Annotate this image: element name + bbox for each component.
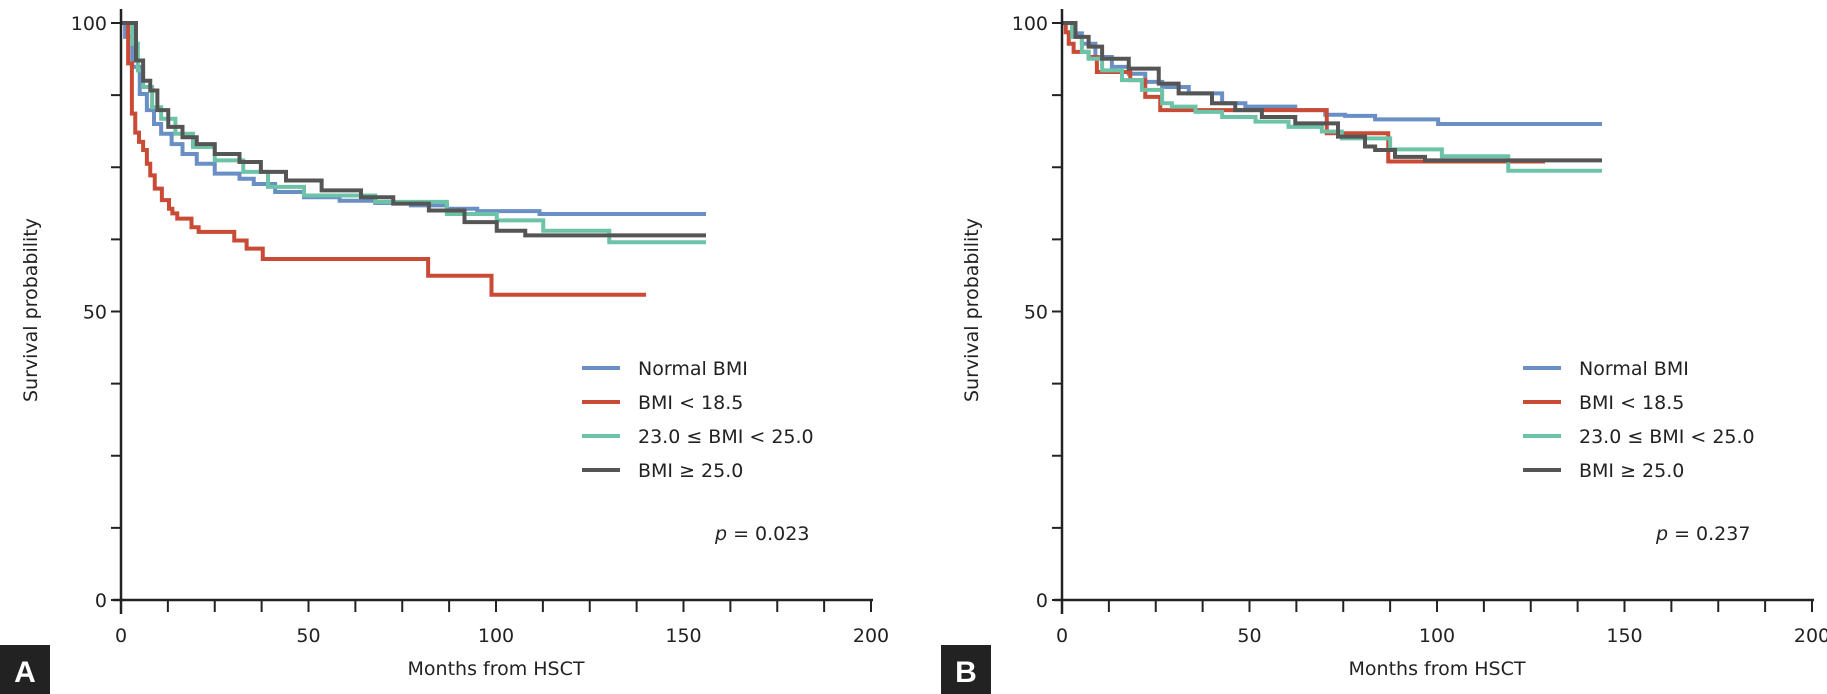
series-line-2: [121, 21, 646, 297]
series-line-2: [1062, 21, 1545, 164]
p-symbol: p: [1655, 523, 1668, 545]
legend-label: Normal BMI: [1579, 358, 1689, 380]
panel-label-box: [941, 645, 991, 694]
legend-label: BMI < 18.5: [638, 392, 743, 414]
series-line-3: [1062, 21, 1602, 173]
p-value-annotation: p = 0.023: [714, 523, 809, 545]
y-tick-label: 0: [95, 590, 107, 612]
x-tick-label: 50: [1237, 625, 1261, 647]
panel-label: B: [955, 656, 977, 689]
x-tick-label: 50: [296, 625, 320, 647]
legend-label: BMI ≥ 25.0: [638, 460, 743, 482]
series-line-4: [1062, 21, 1602, 163]
panel-b: 0 50 100 0 50 100 150 200 Months from HSCT Surviv…: [941, 9, 1827, 694]
x-axis-title: Months from HSCT: [408, 658, 585, 680]
legend-label: 23.0 ≤ BMI < 25.0: [638, 426, 814, 448]
y-tick-label: 100: [1012, 13, 1048, 35]
series-line-1: [1062, 21, 1602, 126]
panel-label: A: [14, 656, 36, 689]
panel-label-box: [0, 645, 50, 694]
panel-a: 0 50 100 0 50 100 150 200 Months from HSCT Surviv…: [0, 9, 889, 694]
legend-label: Normal BMI: [638, 358, 748, 380]
series-line-4: [121, 21, 706, 238]
x-tick-label: 0: [1056, 625, 1068, 647]
x-tick-label: 150: [1606, 625, 1642, 647]
series-line-1: [121, 21, 706, 216]
y-axis-title: Survival probability: [961, 218, 983, 402]
y-tick-label: 100: [71, 13, 107, 35]
x-tick-label: 200: [1794, 625, 1827, 647]
legend-label: BMI ≥ 25.0: [1579, 460, 1684, 482]
p-value: = 0.237: [1674, 523, 1750, 545]
y-tick-label: 50: [83, 302, 107, 324]
y-tick-label: 0: [1036, 590, 1048, 612]
p-value-annotation: p = 0.237: [1655, 523, 1750, 545]
x-tick-label: 150: [665, 625, 701, 647]
y-axis-title: Survival probability: [20, 218, 42, 402]
series-line-3: [121, 21, 706, 245]
x-tick-label: 100: [1419, 625, 1455, 647]
x-axis-title: Months from HSCT: [1349, 658, 1526, 680]
y-tick-label: 50: [1024, 302, 1048, 324]
p-value: = 0.023: [733, 523, 809, 545]
p-symbol: p: [714, 523, 727, 545]
x-tick-label: 100: [478, 625, 514, 647]
x-tick-label: 0: [115, 625, 127, 647]
legend-label: BMI < 18.5: [1579, 392, 1684, 414]
x-tick-label: 200: [853, 625, 889, 647]
legend-label: 23.0 ≤ BMI < 25.0: [1579, 426, 1755, 448]
